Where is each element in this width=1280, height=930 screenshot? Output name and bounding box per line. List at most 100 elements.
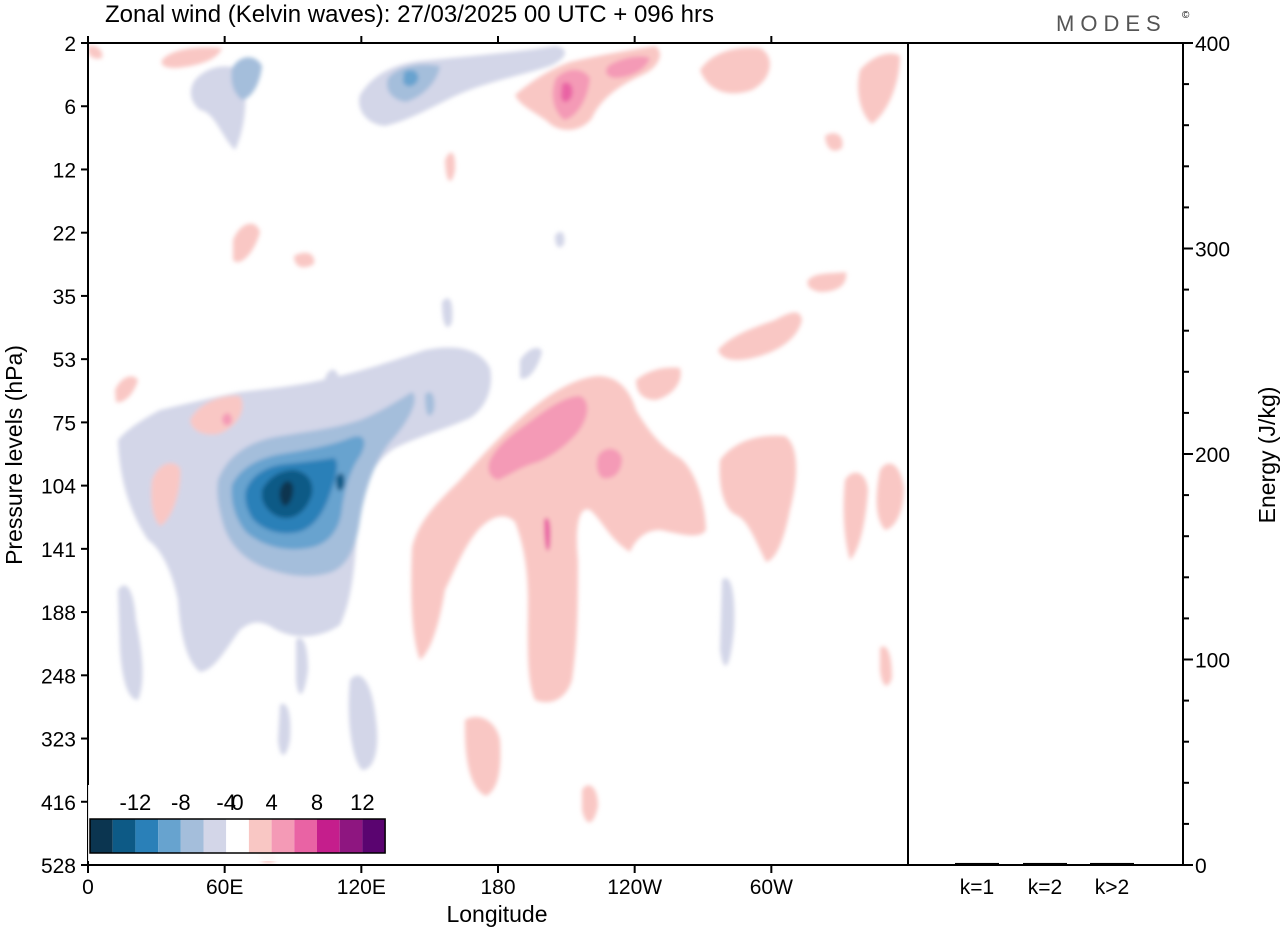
contour-pos-left-4 [151,463,181,526]
contour-neg-mid-1 [555,231,565,248]
energy-category-label-2: k>2 [1095,876,1129,899]
colorbar-cell-10 [317,819,340,853]
x-tick-label-4: 120W [607,876,662,899]
colorbar-label-6: 12 [350,790,374,815]
y-tick-label-6: 75 [53,412,76,435]
x-tick-label-1: 60E [206,876,243,899]
contour-field [88,43,908,865]
contour-pos-low-1 [464,716,501,796]
energy-bar-0 [955,862,999,865]
colorbar-label-5: 8 [311,790,323,815]
colorbar-cell-12 [362,819,386,853]
contour-neg-strat-3 [231,57,262,100]
colorbar-cell-0 [90,819,113,853]
contour-pos-band-upper-1 [636,367,681,400]
colorbar-cell-8 [271,819,295,853]
colorbar-cell-5 [203,819,227,853]
contour-pos-band-pink-3 [544,517,551,551]
colorbar-cell-3 [158,819,181,853]
energy-category-label-0: k=1 [960,876,994,899]
contour-pos-left-1 [115,376,138,403]
y-tick-label-12: 416 [41,792,76,815]
colorbar-label-3: 0 [231,790,243,815]
contour-neg-small-dark [336,473,345,491]
contour-pos-low-3 [880,646,892,686]
y-tick-label-3: 22 [53,223,76,246]
colorbar-label-4: 4 [265,790,277,815]
contour-neg-band-lavender-tail-4 [296,638,308,694]
energy-tick-label-1: 100 [1195,650,1230,673]
y-tick-label-7: 104 [41,476,76,499]
pressure-axis: 2 6 12 22 35 53 75 104 141 188 248 323 416 528 [41,33,88,878]
energy-tick-label-4: 400 [1195,33,1230,56]
contour-neg-mid-3 [520,347,542,379]
contour-pos-strat-9 [825,133,843,151]
contour-pos-band-right-3 [876,463,904,530]
energy-tick-label-2: 200 [1195,444,1230,467]
energy-panel-frame [907,42,1184,866]
y-tick-label-9: 188 [41,602,76,625]
longitude-axis: 0 60E 120E 180 120W 60W [82,36,793,899]
contour-pos-strat-10 [445,152,456,181]
contour-pos-low-2 [582,785,598,823]
energy-categories: k=1 k=2 k>2 [960,876,1129,899]
x-tick-label-2: 120E [337,876,386,899]
contour-neg-mid-2 [442,298,453,328]
contour-neg-strat-5 [403,70,419,87]
energy-tick-label-3: 300 [1195,239,1230,262]
contour-neg-band-lavender-tail-2 [348,675,378,770]
x-tick-label-5: 60W [750,876,793,899]
energy-category-label-1: k=2 [1028,876,1062,899]
y-tick-label-13: 528 [41,855,76,878]
y-tick-label-5: 53 [53,349,76,372]
colorbar-cells [89,818,386,854]
contour-neg-strat-1 [190,66,246,150]
colorbar-cell-7 [248,819,272,853]
y-tick-label-4: 35 [53,286,76,309]
contour-neg-band-lavender-tail-3 [278,703,291,755]
contour-pos-mid-2 [294,252,315,268]
y-tick-label-2: 12 [53,159,76,182]
contour-pos-strat-3 [858,53,900,125]
energy-axis-label: Energy (J/kg) [1254,387,1280,524]
colorbar-labels: -12 -8 -40 4 8 12 [120,790,375,815]
contour-pos-band-pink [488,396,588,480]
colorbar-cell-2 [135,819,159,853]
colorbar-cell-4 [180,819,204,853]
contour-pos-mid-1 [233,223,260,263]
y-tick-label-0: 2 [64,33,76,56]
colorbar-label-1: -8 [171,790,191,815]
energy-axis: 0 100 200 300 400 [1183,33,1230,878]
colorbar-cell-11 [339,819,363,853]
colorbar-label-0: -12 [120,790,152,815]
x-tick-label-3: 180 [480,876,515,899]
contour-pos-band-pink-2 [596,448,622,479]
contour-neg-band-lavender-tail-5 [720,578,735,666]
contour-pos-band-right-2 [843,472,868,560]
colorbar-frame [89,818,386,854]
x-tick-label-0: 0 [82,876,94,899]
energy-bar-2 [1090,862,1134,865]
colorbar: -12 -8 -40 4 8 12 [88,785,386,861]
contour-neg-band-light-blue-2 [425,392,435,416]
energy-bars [955,862,1134,865]
contour-pos-strat-2 [700,47,770,94]
colorbar-label-2: -4 [216,790,236,815]
x-axis-label: Longitude [446,901,547,927]
contour-neg-core [279,481,294,506]
energy-bar-1 [1023,862,1067,865]
energy-tick-label-0: 0 [1195,855,1207,878]
contour-pos-band-upper-2 [718,312,802,360]
contour-pos-left-3 [222,413,232,426]
colorbar-cell-1 [112,819,136,853]
contour-neg-band-lavender-tail-6 [325,369,340,391]
colorbar-cell-9 [294,819,317,853]
y-tick-label-10: 248 [41,665,76,688]
chart-title: Zonal wind (Kelvin waves): 27/03/2025 00… [105,1,714,28]
contour-pos-band-right-1 [719,435,797,562]
colorbar-cell-6 [226,819,249,853]
contour-pos-mid-3 [807,272,847,292]
logo-copyright-mark: © [1182,10,1190,21]
y-tick-label-11: 323 [41,729,76,752]
